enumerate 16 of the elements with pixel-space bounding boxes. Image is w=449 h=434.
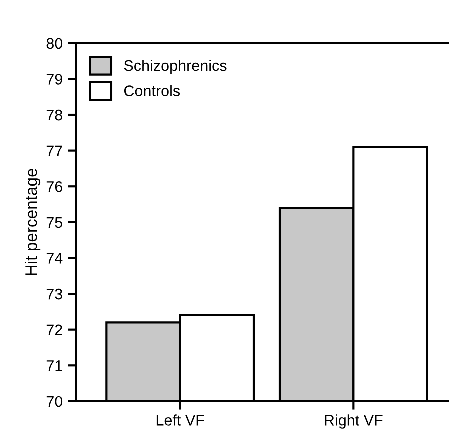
y-tick-label: 71 [46, 360, 62, 372]
legend-label: Schizophrenics [124, 60, 227, 74]
x-tick-label: Right VF [325, 414, 383, 429]
x-tick-label: Left VF [156, 414, 204, 426]
y-tick-label: 72 [46, 324, 62, 336]
y-tick-label: 70 [46, 396, 63, 408]
y-tick-label: 77 [46, 146, 62, 156]
y-tick-label: 80 [46, 38, 63, 50]
legend-label: Controls [124, 85, 180, 96]
y-tick-label: 74 [46, 253, 63, 264]
y-tick-label: 78 [46, 110, 62, 121]
y-tick-label: 75 [46, 217, 62, 228]
y-tick-label: 73 [46, 288, 62, 300]
y-tick-label: 76 [46, 181, 62, 192]
y-tick-label: 79 [46, 74, 62, 85]
y-axis-title: Hit percentage [25, 168, 41, 276]
